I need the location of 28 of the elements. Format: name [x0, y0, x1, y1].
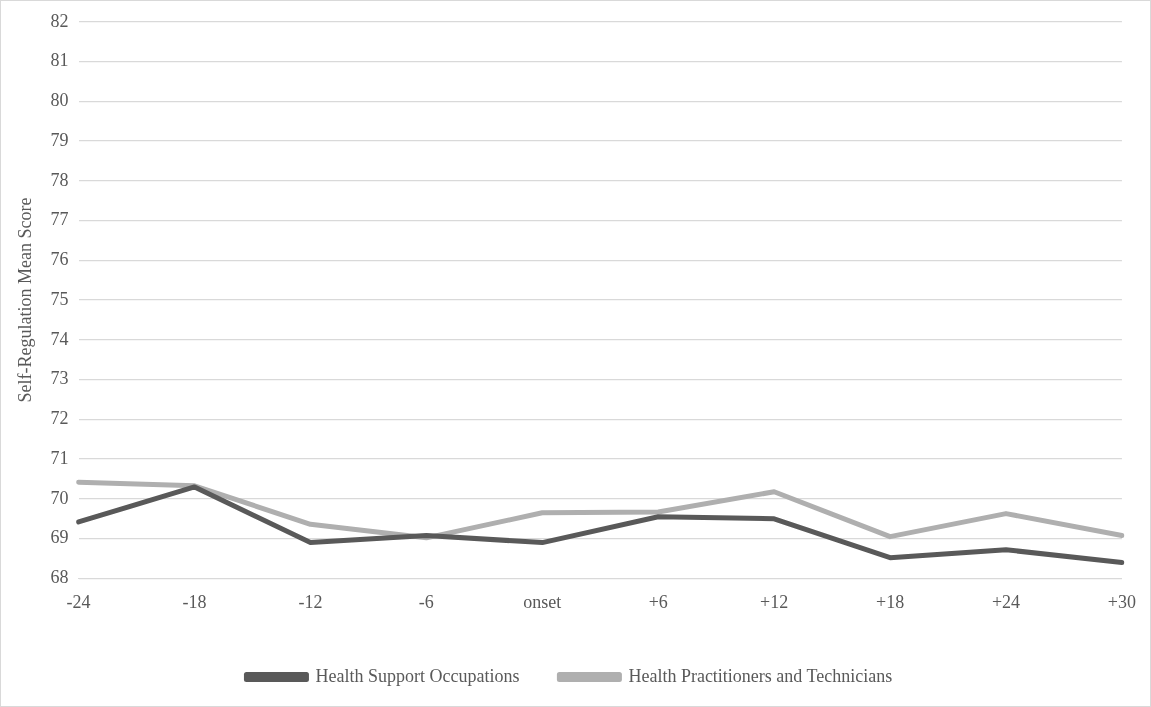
y-tick-label: 74 [50, 328, 69, 349]
y-tick-label: 72 [50, 408, 69, 429]
y-tick-label: 77 [50, 209, 69, 230]
y-tick-label: 79 [50, 129, 69, 150]
y-axis-title: Self-Regulation Mean Score [14, 197, 35, 403]
y-tick-label: 82 [50, 10, 69, 31]
x-tick-label: +12 [760, 591, 789, 612]
x-tick-label: +24 [991, 591, 1021, 612]
x-tick-label: -24 [66, 591, 91, 612]
y-tick-label: 76 [50, 249, 69, 270]
legend-label: Health Practitioners and Technicians [628, 665, 893, 686]
x-tick-label: -18 [182, 591, 207, 612]
x-tick-label: +30 [1107, 591, 1136, 612]
x-tick-label: +18 [876, 591, 905, 612]
y-tick-label: 78 [50, 169, 69, 190]
y-tick-label: 68 [50, 567, 69, 588]
y-tick-label: 71 [50, 447, 69, 468]
x-tick-label: -12 [298, 591, 323, 612]
y-tick-label: 69 [50, 527, 69, 548]
legend-label: Health Support Occupations [315, 665, 520, 686]
y-tick-label: 70 [50, 487, 69, 508]
y-tick-label: 80 [50, 90, 69, 111]
y-tick-label: 73 [50, 368, 69, 389]
x-tick-label: -6 [418, 591, 434, 612]
y-tick-label: 75 [50, 288, 69, 309]
y-tick-label: 81 [50, 50, 69, 71]
x-tick-label: onset [523, 591, 562, 612]
x-tick-label: +6 [648, 591, 668, 612]
